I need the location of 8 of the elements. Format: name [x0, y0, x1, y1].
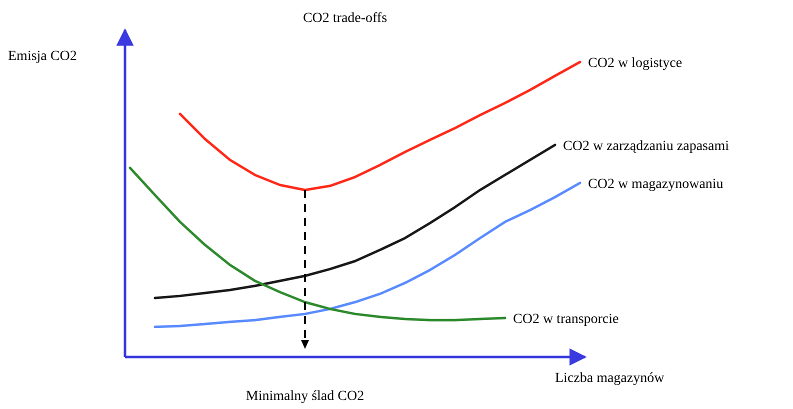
chart-title: CO2 trade-offs [302, 11, 388, 26]
series-label: CO2 w transporcie [513, 312, 619, 328]
series-label: CO2 w logistyce [588, 56, 682, 71]
x-axis-title: Liczba magazynów [555, 371, 666, 386]
text: Minimalny ślad CO2 [246, 389, 364, 404]
series-label: CO2 w zarządzaniu zapasami [563, 138, 730, 154]
y-axis-title: Emisja CO2 [8, 49, 77, 64]
series-label: CO2 w magazynowaniu [588, 176, 724, 192]
